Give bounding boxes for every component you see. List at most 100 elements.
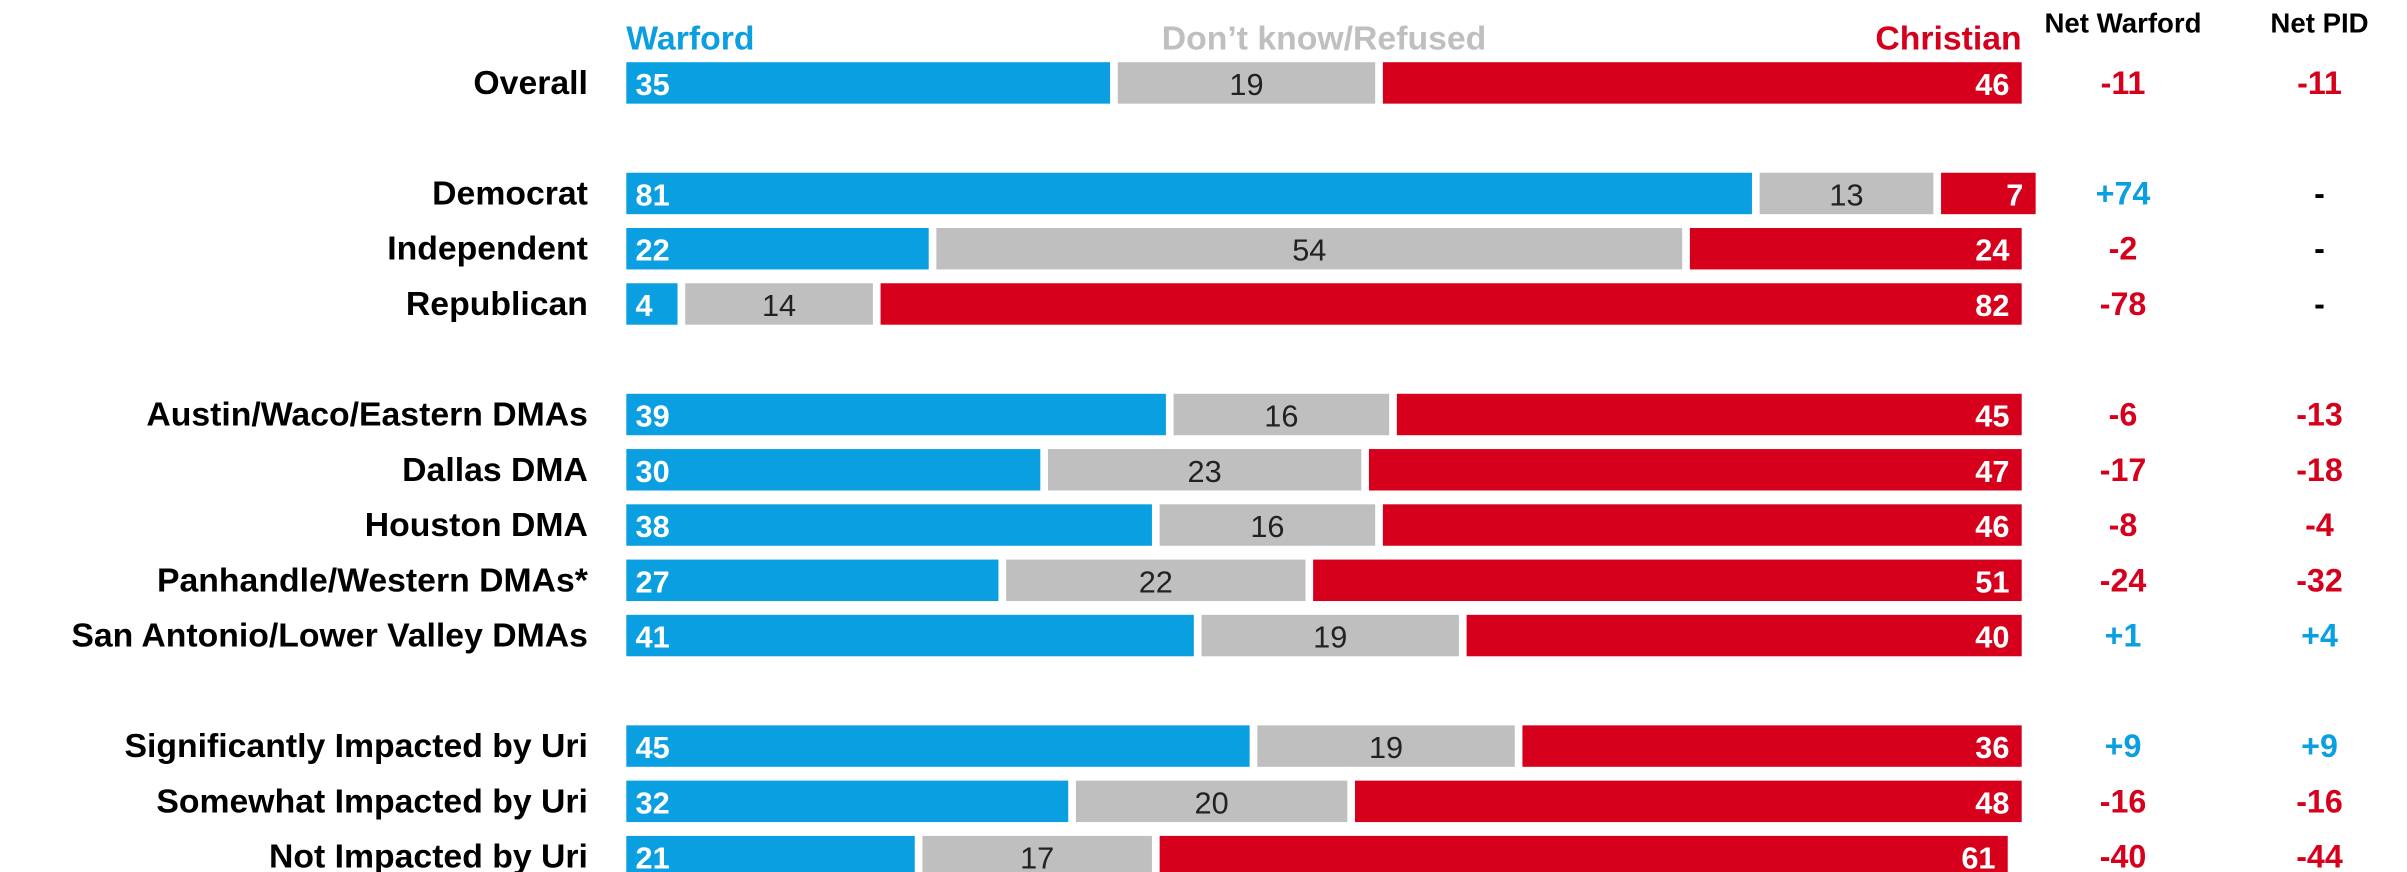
category-label: Not Impacted by Uri — [269, 838, 588, 872]
value-label: 23 — [1188, 454, 1222, 489]
category-label: Republican — [406, 285, 588, 323]
bar-segment — [1159, 504, 1376, 546]
value-label: 51 — [1975, 564, 2009, 599]
net-value: +74 — [2096, 175, 2151, 211]
value-label: 82 — [1975, 288, 2009, 323]
category-label: Houston DMA — [365, 506, 588, 544]
bar-segment — [626, 227, 929, 270]
bar-segment — [685, 283, 873, 325]
value-label: 7 — [2006, 177, 2023, 212]
value-label: 47 — [1975, 454, 2009, 489]
bar-segment — [626, 62, 1111, 104]
bar-segment — [1354, 780, 2022, 823]
bar-segment — [880, 283, 2022, 325]
category-label: San Antonio/Lower Valley DMAs — [71, 617, 588, 655]
bar-segment — [1466, 614, 2022, 657]
value-label: 16 — [1264, 399, 1298, 434]
net-value: -13 — [2296, 397, 2343, 433]
net-value: -8 — [2109, 507, 2138, 543]
value-label: 46 — [1975, 509, 2009, 544]
value-label: 35 — [636, 67, 670, 102]
value-label: 61 — [1961, 841, 1995, 872]
value-label: 38 — [636, 509, 670, 544]
value-label: 22 — [1139, 564, 1173, 599]
net-value: -2 — [2109, 231, 2138, 267]
bar-segment — [936, 227, 1683, 270]
value-label: 17 — [1020, 841, 1054, 872]
bar-segment — [626, 504, 1152, 546]
category-label: Overall — [473, 64, 588, 102]
value-label: 46 — [1975, 67, 2009, 102]
bar-segment — [1117, 62, 1376, 104]
value-label: 19 — [1369, 730, 1403, 765]
bar-segment — [626, 780, 1069, 823]
value-label: 19 — [1313, 620, 1347, 655]
bar-segment — [922, 835, 1152, 872]
category-label: Austin/Waco/Eastern DMAs — [146, 396, 588, 434]
legend-label: Christian — [1875, 19, 2021, 57]
value-label: 4 — [636, 288, 653, 323]
bar-segment — [1006, 559, 1306, 602]
value-label: 20 — [1195, 785, 1229, 820]
net-value: - — [2314, 231, 2325, 267]
value-label: 27 — [636, 564, 670, 599]
column-header: Net PID — [2270, 8, 2368, 39]
net-value: -11 — [2101, 65, 2146, 101]
bar-segment — [626, 725, 1250, 767]
value-label: 32 — [636, 785, 670, 820]
net-value: -16 — [2100, 783, 2147, 819]
bar-segment — [1257, 725, 1515, 767]
category-label: Somewhat Impacted by Uri — [156, 782, 588, 820]
value-label: 45 — [636, 730, 670, 765]
value-label: 16 — [1250, 509, 1284, 544]
net-value: - — [2314, 175, 2325, 211]
value-label: 45 — [1975, 399, 2009, 434]
net-value: -40 — [2100, 839, 2147, 872]
net-value: - — [2314, 286, 2325, 322]
bar-segment — [626, 283, 678, 325]
bar-segment — [626, 835, 915, 872]
net-value: -17 — [2100, 452, 2147, 488]
bar-segment — [626, 614, 1194, 657]
bar-segment — [1941, 172, 2036, 215]
value-label: 41 — [636, 620, 670, 655]
bar-segment — [1201, 614, 1459, 657]
value-label: 13 — [1829, 177, 1863, 212]
category-label: Panhandle/Western DMAs* — [157, 561, 589, 599]
legend-label: Don’t know/Refused — [1162, 19, 1487, 57]
bar-segment — [1759, 172, 1934, 215]
bar-segment — [1313, 559, 2022, 602]
bar-segment — [1368, 449, 2022, 491]
bar-segment — [626, 449, 1041, 491]
value-label: 22 — [636, 233, 670, 268]
value-label: 48 — [1975, 785, 2009, 820]
value-label: 36 — [1975, 730, 2009, 765]
net-value: +4 — [2301, 618, 2338, 654]
column-header: Net Warford — [2044, 8, 2201, 39]
bar-segment — [1173, 393, 1390, 436]
bar-segment — [1075, 780, 1348, 823]
bar-segment — [626, 172, 1752, 215]
net-value: -11 — [2297, 65, 2342, 101]
bar-segment — [626, 393, 1166, 436]
net-value: -18 — [2296, 452, 2343, 488]
value-label: 30 — [636, 454, 670, 489]
net-value: +9 — [2301, 728, 2338, 764]
value-label: 54 — [1292, 233, 1326, 268]
bar-segment — [626, 559, 999, 602]
net-value: -78 — [2100, 286, 2147, 322]
net-value: -6 — [2109, 397, 2138, 433]
bar-segment — [1382, 504, 2022, 546]
net-value: -24 — [2100, 562, 2147, 598]
net-value: -44 — [2296, 839, 2343, 872]
value-label: 19 — [1229, 67, 1263, 102]
bar-segment — [1047, 449, 1362, 491]
net-value: -4 — [2305, 507, 2334, 543]
value-label: 21 — [636, 841, 670, 872]
legend-label: Warford — [626, 19, 754, 57]
value-label: 39 — [636, 399, 670, 434]
value-label: 81 — [636, 177, 670, 212]
bar-segment — [1159, 835, 2008, 872]
net-value: +1 — [2105, 618, 2142, 654]
